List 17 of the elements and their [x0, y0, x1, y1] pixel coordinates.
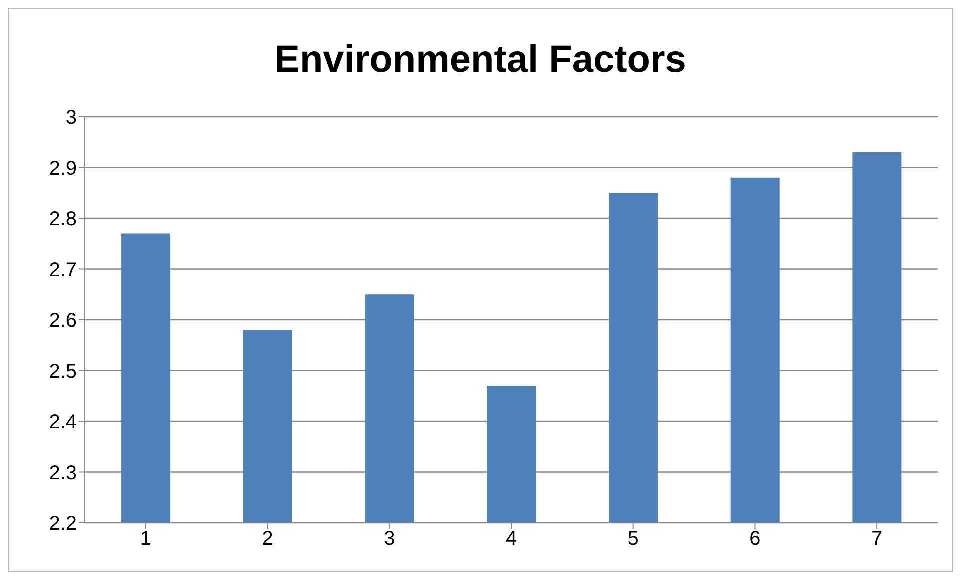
y-tick-label: 2.9: [49, 158, 77, 180]
x-tick-label: 2: [262, 528, 274, 550]
y-tick-label: 3: [66, 107, 77, 130]
x-tick-label: 6: [750, 528, 761, 550]
y-tick-label: 2.6: [49, 310, 77, 332]
y-tick-label: 2.8: [49, 208, 77, 231]
x-tick-label: 7: [872, 528, 883, 550]
x-tick-label: 4: [506, 528, 518, 550]
x-tick-label: 3: [384, 528, 396, 550]
y-tick-label: 2.4: [49, 412, 77, 434]
x-tick-label: 5: [628, 528, 639, 550]
chart-title: Environmental Factors: [274, 39, 688, 82]
y-tick-label: 2.2: [49, 513, 77, 536]
y-tick-label: 2.5: [49, 360, 77, 383]
y-tick-label: 2.3: [49, 462, 77, 484]
x-tick-label: 1: [140, 528, 152, 550]
y-tick-label: 2.7: [49, 259, 77, 282]
